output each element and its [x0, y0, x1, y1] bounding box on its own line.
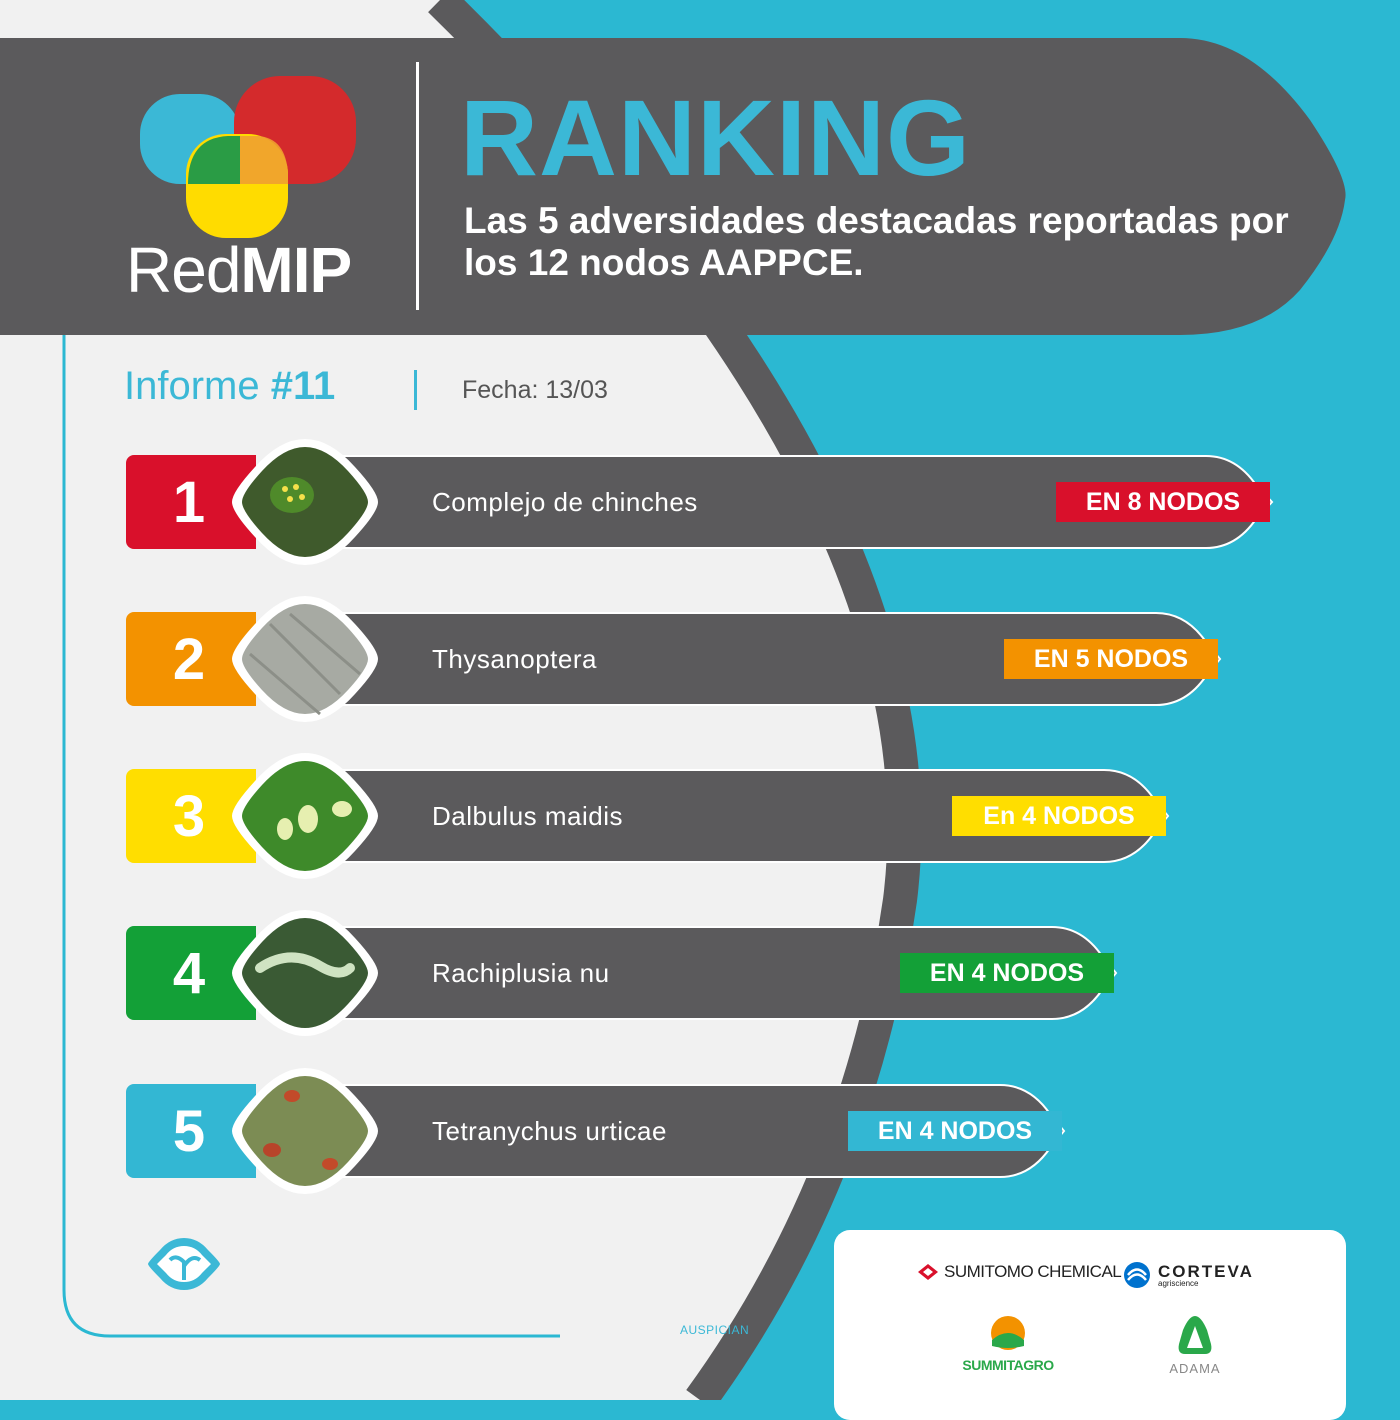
pest-name: Rachiplusia nu [432, 957, 610, 988]
pest-name: Dalbulus maidis [432, 800, 624, 831]
corteva-icon [1124, 1262, 1150, 1288]
header-divider [416, 62, 419, 310]
pest-photo-icon [232, 910, 378, 1036]
pest-name: Complejo de chinches [432, 486, 698, 517]
nodes-badge: En 4 NODOS [952, 796, 1166, 836]
adama-logo: ADAMA [1160, 1314, 1230, 1376]
nodes-badge: EN 4 NODOS [848, 1111, 1062, 1151]
sponsors-label: AUSPICIAN [680, 1323, 750, 1337]
summit-agro-icon [991, 1316, 1025, 1350]
pest-photo-icon [232, 439, 378, 565]
adama-icon [1178, 1316, 1212, 1354]
page-title: RANKING [460, 77, 971, 198]
rank-number: 4 [172, 940, 206, 1006]
nodes-badge: EN 5 NODOS [1004, 639, 1218, 679]
sponsors-panel [834, 1230, 1346, 1420]
aappce-emblem-icon [148, 1238, 220, 1290]
rank-number: 5 [172, 1098, 206, 1164]
pest-name: Thysanoptera [432, 643, 597, 674]
nodes-badge: EN 8 NODOS [1056, 482, 1270, 522]
sumitomo-logo: SUMITOMO CHEMICAL [916, 1262, 1122, 1282]
rank-number: 1 [172, 469, 206, 535]
rank-number: 3 [172, 783, 206, 849]
nodes-badge: EN 4 NODOS [900, 953, 1114, 993]
rank-number: 2 [172, 626, 206, 692]
corteva-logo: CORTEVA agriscience [1122, 1260, 1254, 1290]
report-number: Informe #11 [124, 364, 336, 408]
sumitomo-icon [918, 1264, 938, 1280]
info-divider [414, 370, 417, 410]
page-subtitle: Las 5 adversidades destacadas reportadas… [464, 200, 1289, 283]
summit-agro-logo: SUMMITAGRO [958, 1314, 1058, 1373]
logo-wordmark: RedMIP [126, 234, 352, 306]
pest-photo-icon [232, 753, 378, 879]
report-date: Fecha: 13/03 [462, 376, 608, 404]
pest-name: Tetranychus urticae [432, 1115, 667, 1146]
pest-photo-icon [232, 596, 378, 722]
redmip-logo-icon [140, 76, 356, 238]
pest-photo-icon [232, 1068, 378, 1194]
